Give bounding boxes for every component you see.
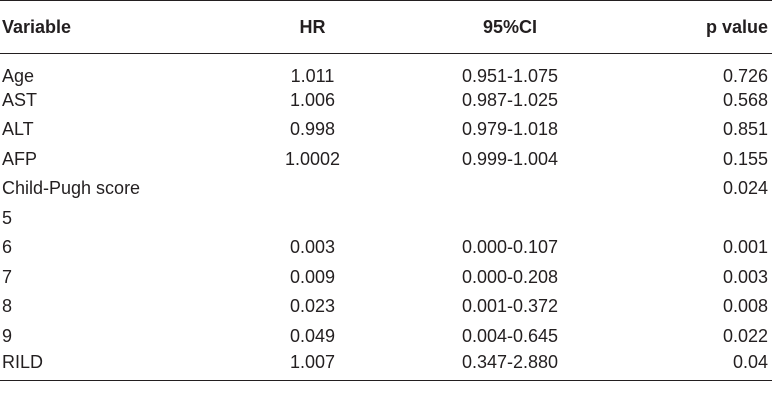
table-row: 5 (0, 203, 772, 233)
table-row: 8 0.023 0.001-0.372 0.008 (0, 292, 772, 322)
cell-p-value: 0.851 (722, 119, 768, 140)
cell-p-value: 0.726 (722, 66, 768, 86)
cell-variable: AST (2, 89, 38, 110)
cell-ci: 0.004-0.645 (461, 325, 559, 346)
table-row: AFP 1.0002 0.999-1.004 0.155 (0, 144, 772, 174)
cell-hr: 1.0002 (284, 148, 341, 169)
table-row: Age 1.011 0.951-1.075 0.726 (0, 54, 772, 86)
table-row: 6 0.003 0.000-0.107 0.001 (0, 233, 772, 263)
header-p-value: p value (610, 0, 772, 54)
cell-hr: 1.011 (290, 66, 335, 86)
table-row: ALT 0.998 0.979-1.018 0.851 (0, 115, 772, 145)
cell-p-value: 0.008 (722, 296, 768, 317)
table-row: 7 0.009 0.000-0.208 0.003 (0, 262, 772, 292)
cell-variable: 9 (2, 325, 13, 346)
cell-variable: 6 (2, 237, 13, 258)
cell-variable: 7 (2, 266, 13, 287)
header-ci: 95%CI (410, 0, 610, 54)
cell-hr: 0.003 (289, 237, 336, 258)
table-row: 9 0.049 0.004-0.645 0.022 (0, 321, 772, 351)
cell-ci: 0.987-1.025 (461, 89, 559, 110)
cell-hr: 1.007 (215, 350, 410, 381)
cell-p-value (610, 203, 772, 233)
cell-variable: Age (2, 66, 35, 86)
cell-ci: 0.347-2.880 (410, 350, 610, 381)
table-row: AST 1.006 0.987-1.025 0.568 (0, 85, 772, 115)
cell-p-value: 0.001 (722, 237, 768, 258)
cell-ci (410, 174, 610, 204)
cell-variable: 8 (2, 296, 13, 317)
cell-variable: 5 (2, 207, 13, 228)
cell-ci: 0.001-0.372 (461, 296, 559, 317)
cell-hr: 1.006 (289, 89, 336, 110)
table-header: Variable HR 95%CI p value (0, 0, 772, 54)
cell-p-value: 0.04 (610, 350, 772, 381)
cell-ci: 0.951-1.075 (461, 66, 559, 86)
cell-variable: RILD (0, 350, 215, 381)
cell-hr: 0.998 (289, 119, 336, 140)
cell-p-value: 0.024 (722, 178, 768, 199)
cell-variable: ALT (2, 119, 34, 140)
cell-ci (410, 203, 610, 233)
cell-hr: 0.023 (289, 296, 336, 317)
cell-ci: 0.999-1.004 (461, 148, 559, 169)
cell-hr (215, 203, 410, 233)
header-hr: HR (215, 0, 410, 54)
cell-p-value: 0.155 (722, 148, 768, 169)
table-row: Child-Pugh score 0.024 (0, 174, 772, 204)
table-row: RILD 1.007 0.347-2.880 0.04 (0, 350, 772, 381)
cell-ci: 0.979-1.018 (461, 119, 559, 140)
hazard-ratio-table: Variable HR 95%CI p value Age 1.011 0.951-… (0, 0, 772, 381)
header-variable: Variable (0, 0, 215, 54)
cell-variable: Child-Pugh score (2, 178, 141, 199)
cell-p-value: 0.003 (722, 266, 768, 287)
cell-ci: 0.000-0.208 (461, 266, 559, 287)
table-body: Age 1.011 0.951-1.075 0.726 AST 1.006 0.987-1.… (0, 54, 772, 381)
cell-variable: AFP (2, 148, 38, 169)
cell-ci: 0.000-0.107 (461, 237, 559, 258)
cell-hr: 0.049 (289, 325, 336, 346)
header-row: Variable HR 95%CI p value (0, 0, 772, 54)
cell-p-value: 0.022 (722, 325, 768, 346)
cell-p-value: 0.568 (722, 89, 768, 110)
cell-hr: 0.009 (289, 266, 336, 287)
cell-hr (215, 174, 410, 204)
